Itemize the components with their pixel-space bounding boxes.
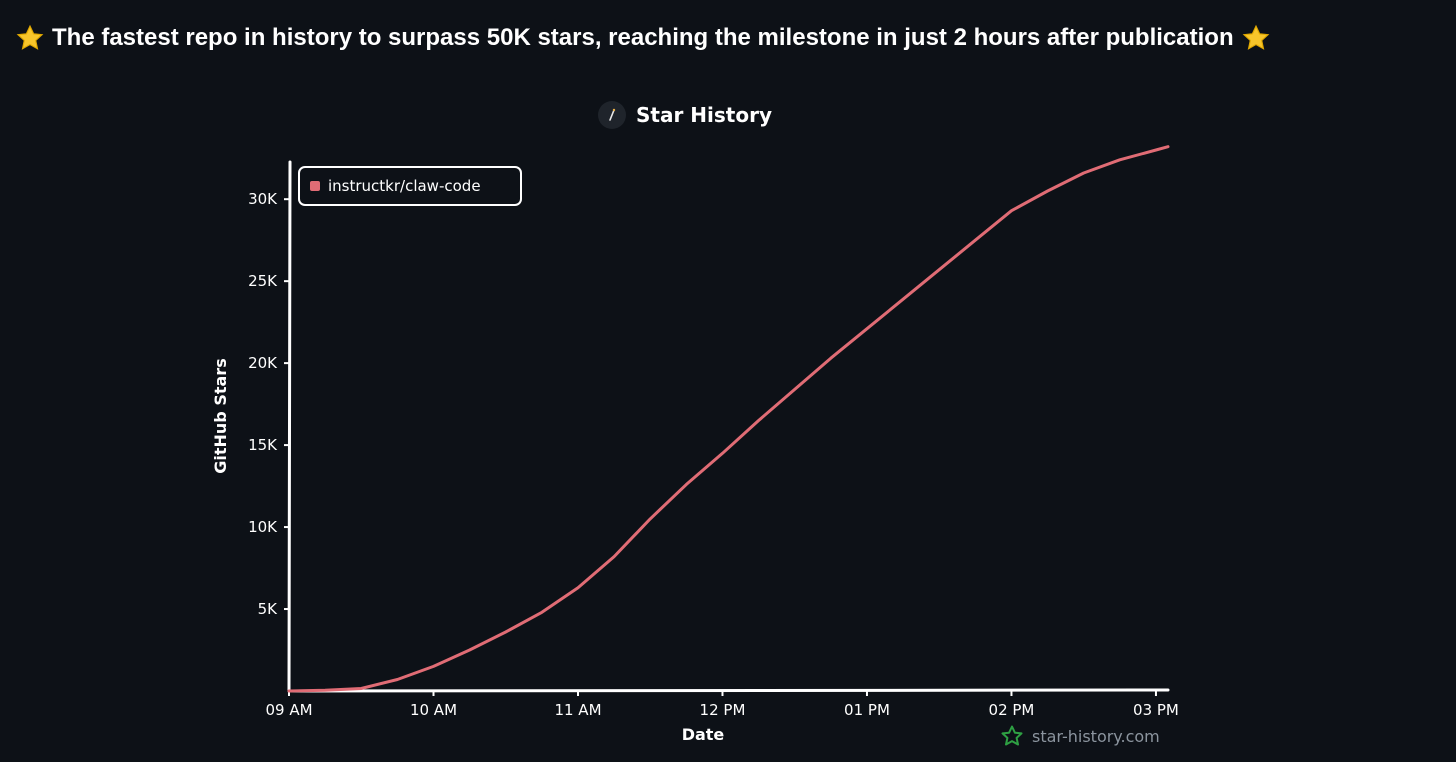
x-tick-label: 01 PM [844,701,890,719]
series-line-instructkr-claw-code [287,145,1170,693]
y-tick-label: 20K [248,354,278,372]
y-axis-line [287,160,292,693]
chart-title: Star History [598,100,772,130]
star-emoji-icon [16,24,44,50]
chart-legend: instructkr/claw-code [298,166,522,206]
x-tick-label: 02 PM [989,701,1035,719]
star-emoji-icon [1242,24,1269,50]
x-tick-label: 12 PM [700,701,746,719]
y-axis-title: GitHub Stars [211,358,230,473]
y-tick-label: 5K [258,600,279,618]
x-axis-title: Date [682,725,725,744]
y-axis-ticks: 5K 10K 15K 20K 25K 30K [248,190,289,618]
y-tick-label: 10K [248,518,278,536]
chart-title-text: Star History [636,103,772,127]
star-history-logo-icon [598,101,626,129]
headline: The fastest repo in history to surpass 5… [16,18,1436,58]
y-tick-label: 15K [248,436,278,454]
x-tick-label: 09 AM [265,701,312,719]
watermark[interactable]: star-history.com [1000,724,1160,748]
y-tick-label: 30K [248,190,278,208]
x-axis-ticks: 09 AM 10 AM 11 AM 12 PM 01 PM 02 PM 03 PM [265,691,1179,719]
watermark-text: star-history.com [1032,726,1160,746]
x-axis-line [287,688,1170,693]
headline-text: The fastest repo in history to surpass 5… [52,24,1234,51]
x-tick-label: 03 PM [1133,701,1179,719]
legend-swatch [310,181,320,191]
y-tick-label: 25K [248,272,278,290]
x-tick-label: 10 AM [410,701,457,719]
x-tick-label: 11 AM [554,701,601,719]
legend-label: instructkr/claw-code [328,177,481,195]
star-outline-icon [1001,725,1023,746]
